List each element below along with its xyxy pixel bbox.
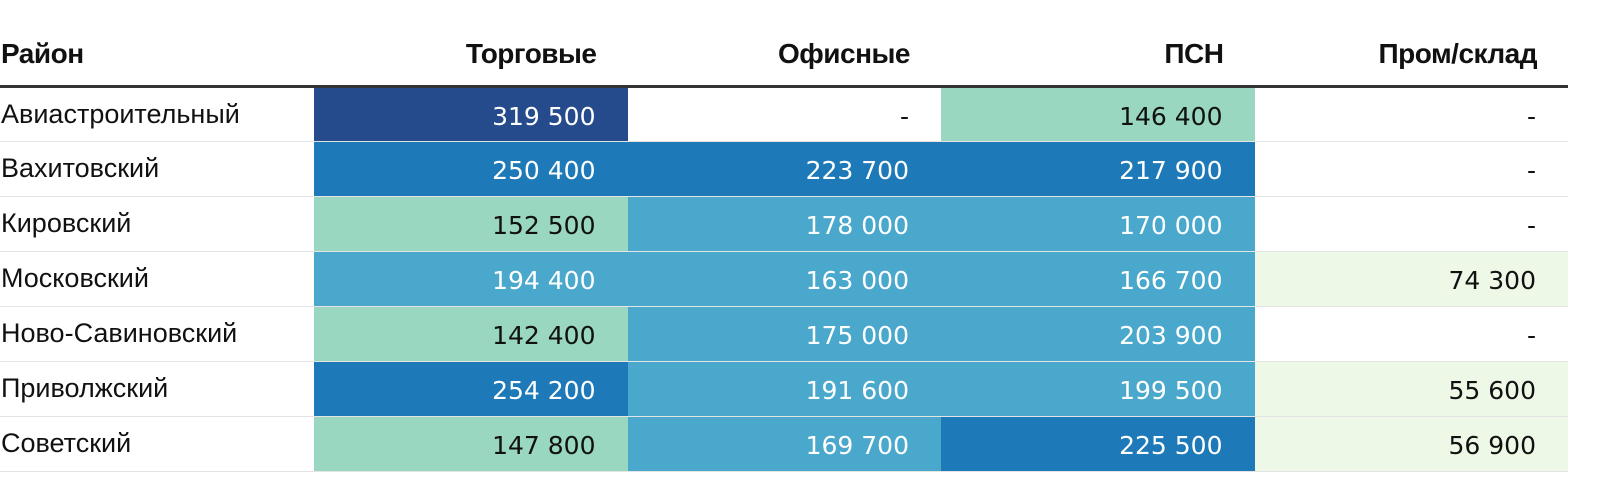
heatmap-cell: 163 000	[627, 251, 941, 307]
heatmap-cell: -	[627, 86, 941, 142]
district-name: Советский	[0, 416, 314, 472]
heatmap-cell: 203 900	[941, 306, 1255, 362]
heatmap-cell: 319 500	[314, 86, 628, 142]
district-name: Вахитовский	[0, 141, 314, 197]
heatmap-cell: 146 400	[941, 86, 1255, 142]
table-row: Советский 147 800 169 700 225 500 56 900	[0, 416, 1568, 472]
table-body: Авиастроительный 319 500-146 400- Вахитовс…	[0, 86, 1568, 472]
table-row: Вахитовский 250 400 223 700 217 900-	[0, 141, 1568, 197]
heatmap-cell: 194 400	[314, 251, 628, 307]
heatmap-cell: -	[1254, 141, 1568, 197]
heatmap-cell: 170 000	[941, 196, 1255, 252]
heatmap-table: Район Торговые Офисные ПСН Пром/склад Авиаст…	[0, 24, 1568, 472]
table-row: Кировский 152 500 178 000 170 000-	[0, 196, 1568, 252]
district-name: Ново-Савиновский	[0, 306, 314, 362]
column-header-3: ПСН	[941, 24, 1255, 88]
heatmap-cell: 225 500	[941, 416, 1255, 472]
table-row: Московский 194 400 163 000 166 700 74 300	[0, 251, 1568, 307]
heatmap-cell: 142 400	[314, 306, 628, 362]
heatmap-cell: 147 800	[314, 416, 628, 472]
heatmap-cell: 217 900	[941, 141, 1255, 197]
heatmap-cell: 175 000	[627, 306, 941, 362]
heatmap-cell: -	[1254, 196, 1568, 252]
column-header-1: Торговые	[314, 24, 628, 88]
district-name: Кировский	[0, 196, 314, 252]
heatmap-cell: 56 900	[1254, 416, 1568, 472]
heatmap-cell: 169 700	[627, 416, 941, 472]
heatmap-cell: 254 200	[314, 361, 628, 417]
heatmap-cell: 74 300	[1254, 251, 1568, 307]
table-row: Приволжский 254 200 191 600 199 500 55 600	[0, 361, 1568, 417]
column-header-district: Район	[0, 24, 314, 88]
heatmap-cell: 199 500	[941, 361, 1255, 417]
heatmap-cell: -	[1254, 86, 1568, 142]
heatmap-cell: 152 500	[314, 196, 628, 252]
heatmap-cell: 191 600	[627, 361, 941, 417]
heatmap-cell: -	[1254, 306, 1568, 362]
heatmap-cell: 178 000	[627, 196, 941, 252]
table-row: Ново-Савиновский 142 400 175 000 203 900-	[0, 306, 1568, 362]
header-row: Район Торговые Офисные ПСН Пром/склад	[0, 24, 1568, 88]
district-name: Приволжский	[0, 361, 314, 417]
heatmap-cell: 166 700	[941, 251, 1255, 307]
column-header-4: Пром/склад	[1254, 24, 1568, 88]
district-name: Авиастроительный	[0, 86, 314, 142]
heatmap-cell: 250 400	[314, 141, 628, 197]
district-name: Московский	[0, 251, 314, 307]
heatmap-cell: 223 700	[627, 141, 941, 197]
column-header-2: Офисные	[627, 24, 941, 88]
table-row: Авиастроительный 319 500-146 400-	[0, 86, 1568, 142]
heatmap-cell: 55 600	[1254, 361, 1568, 417]
